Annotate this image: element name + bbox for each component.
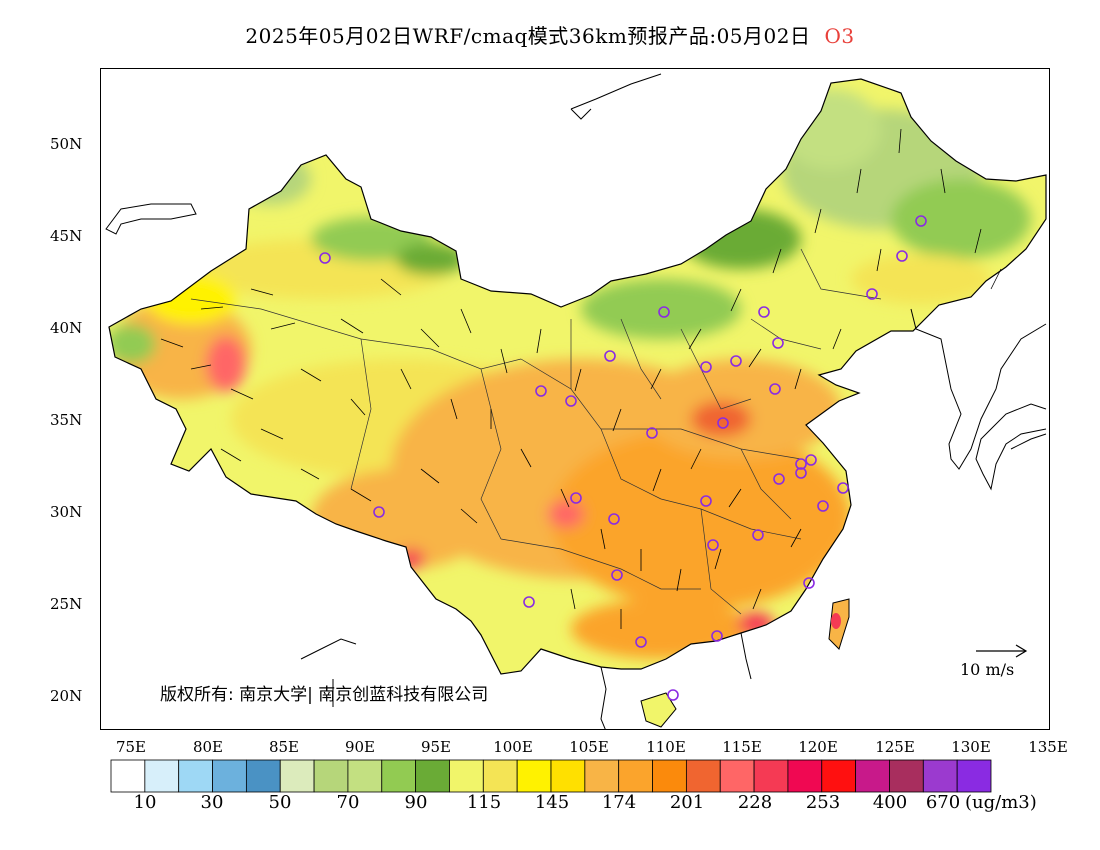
colorbar-swatch	[347, 759, 383, 793]
hainan-region	[640, 692, 677, 728]
taiwan-hotspot	[831, 613, 841, 629]
lon-tick: 135E	[1028, 738, 1068, 756]
lat-tick: 45N	[50, 227, 83, 245]
colorbar-swatch	[584, 759, 620, 793]
colorbar-label: 70	[336, 792, 360, 813]
colorbar-swatch	[144, 759, 180, 793]
china-border	[108, 78, 1047, 675]
province-boundaries	[190, 248, 882, 615]
lon-tick: 75E	[115, 738, 147, 756]
lat-tick: 50N	[50, 135, 83, 153]
lon-tick: 125E	[875, 738, 915, 756]
lat-tick: 35N	[50, 411, 83, 429]
colorbar-swatch	[212, 759, 247, 793]
colorbar-swatch	[110, 759, 146, 793]
colorbar-swatch	[618, 759, 653, 793]
colorbar-swatch	[381, 759, 417, 793]
colorbar-label: 90	[404, 792, 428, 813]
lon-tick: 130E	[951, 738, 991, 756]
colorbar-swatch	[719, 759, 755, 793]
colorbar-swatch	[178, 759, 213, 793]
colorbar-swatch	[922, 759, 958, 793]
colorbar	[110, 759, 992, 793]
colorbar-label: 228	[737, 792, 773, 813]
colorbar-swatch	[821, 759, 857, 793]
colorbar-swatch	[787, 759, 823, 793]
colorbar-label: 145	[534, 792, 570, 813]
lon-tick: 105E	[569, 738, 609, 756]
lat-tick: 40N	[50, 319, 83, 337]
colorbar-label: 174	[601, 792, 637, 813]
colorbar-label: 115	[466, 792, 502, 813]
colorbar-swatch	[855, 759, 890, 793]
colorbar-swatch	[449, 759, 484, 793]
colorbar-label: 400	[872, 792, 908, 813]
wind-vectors	[160, 128, 1002, 629]
colorbar-label: 670	[925, 792, 961, 813]
colorbar-swatch	[550, 759, 586, 793]
colorbar-label: 10	[133, 792, 157, 813]
lon-tick: 80E	[192, 738, 224, 756]
city-markers	[319, 215, 927, 701]
colorbar-label: 253	[805, 792, 841, 813]
colorbar-swatch	[956, 759, 992, 793]
colorbar-units: (ug/m3)	[965, 792, 1037, 813]
lat-tick: 30N	[50, 503, 83, 521]
lon-tick: 90E	[344, 738, 376, 756]
map-title: 2025年05月02日WRF/cmaq模式36km预报产品:05月02日 O3	[0, 20, 1100, 49]
colorbar-swatch	[279, 759, 315, 793]
copyright-text: 版权所有: 南京大学| 南京创蓝科技有限公司	[160, 685, 489, 705]
colorbar-swatch	[685, 759, 721, 793]
colorbar-label: 50	[268, 792, 292, 813]
colorbar-swatch	[245, 759, 281, 793]
colorbar-swatch	[889, 759, 924, 793]
map-canvas	[101, 69, 1049, 729]
lon-tick: 95E	[420, 738, 452, 756]
map-frame[interactable]	[100, 68, 1050, 730]
colorbar-swatch	[482, 759, 518, 793]
colorbar-swatch	[652, 759, 687, 793]
colorbar-label: 30	[200, 792, 224, 813]
lon-tick: 120E	[798, 738, 838, 756]
lon-tick: 100E	[493, 738, 533, 756]
colorbar-swatch	[753, 759, 789, 793]
lon-tick: 115E	[722, 738, 762, 756]
lon-tick: 85E	[268, 738, 300, 756]
colorbar-swatch	[415, 759, 450, 793]
lat-tick: 20N	[50, 687, 83, 705]
colorbar-swatch	[313, 759, 349, 793]
lat-tick: 25N	[50, 595, 83, 613]
wind-scale-label: 10 m/s	[960, 660, 1015, 679]
pollutant-label: O3	[824, 24, 855, 48]
colorbar-swatch	[516, 759, 552, 793]
colorbar-label: 201	[669, 792, 705, 813]
lon-tick: 110E	[646, 738, 686, 756]
title-text: 2025年05月02日WRF/cmaq模式36km预报产品:05月02日	[245, 24, 811, 48]
coastlines	[105, 73, 1047, 729]
wind-scale-arrow	[976, 644, 1028, 658]
